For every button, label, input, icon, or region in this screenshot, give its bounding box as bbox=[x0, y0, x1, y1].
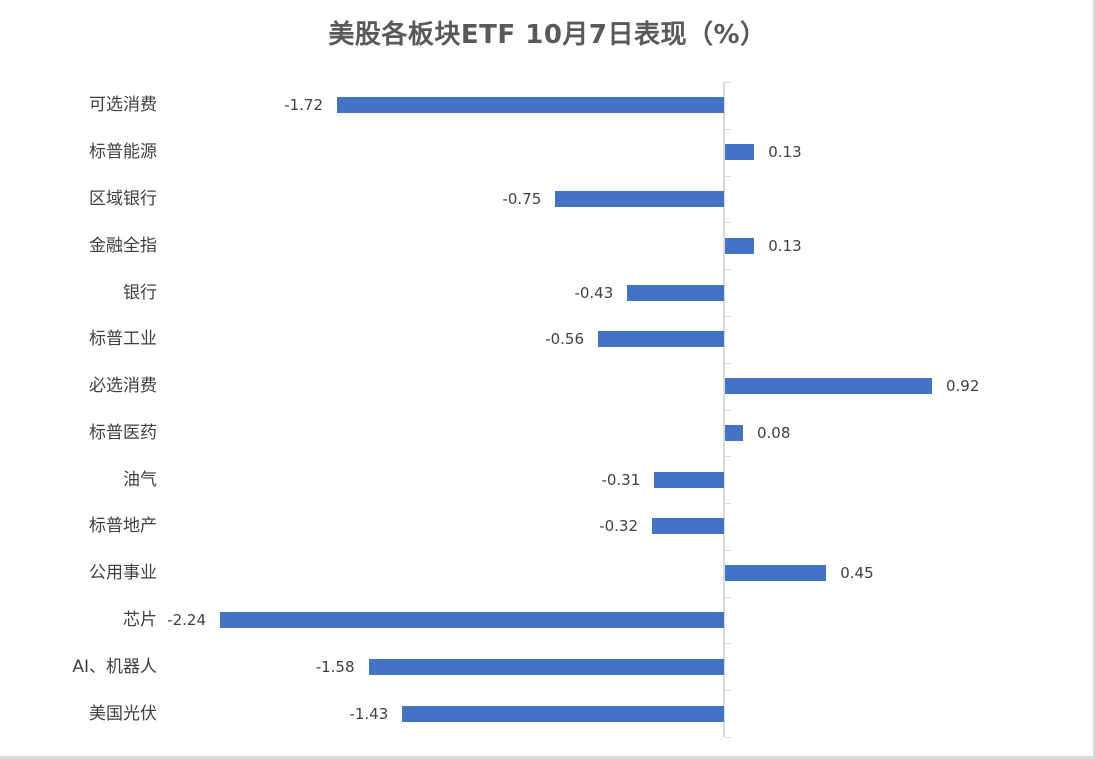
bar bbox=[725, 378, 932, 395]
value-label: -0.43 bbox=[574, 283, 614, 302]
axis-tick bbox=[725, 222, 731, 224]
value-label: -2.24 bbox=[167, 611, 206, 630]
axis-tick bbox=[725, 690, 731, 692]
category-label: 金融全指 bbox=[89, 235, 157, 256]
bar bbox=[337, 97, 724, 114]
axis-tick bbox=[725, 269, 731, 271]
axis-tick bbox=[725, 82, 731, 83]
category-label: 银行 bbox=[123, 282, 157, 303]
value-label: -0.75 bbox=[502, 189, 542, 208]
category-label: 芯片 bbox=[123, 610, 157, 631]
value-label: 0.13 bbox=[768, 143, 802, 162]
axis-tick bbox=[725, 362, 731, 364]
category-label: 油气 bbox=[123, 469, 157, 490]
category-label: 标普医药 bbox=[89, 422, 157, 443]
axis-tick bbox=[725, 643, 731, 645]
category-label: 标普能源 bbox=[89, 142, 157, 163]
bar bbox=[725, 565, 827, 582]
axis-tick bbox=[725, 175, 731, 177]
bar bbox=[402, 705, 724, 722]
category-label: 必选消费 bbox=[89, 376, 157, 397]
axis-tick bbox=[725, 596, 731, 598]
bar bbox=[652, 518, 724, 535]
value-label: -1.72 bbox=[284, 96, 323, 115]
value-label: 0.45 bbox=[840, 564, 874, 583]
axis-tick bbox=[725, 315, 731, 317]
category-label: 公用事业 bbox=[89, 563, 157, 584]
bar bbox=[627, 284, 724, 301]
axis-tick bbox=[725, 737, 731, 738]
bar bbox=[725, 424, 743, 441]
value-label: -0.56 bbox=[545, 330, 584, 349]
category-label: AI、机器人 bbox=[72, 656, 157, 677]
bar bbox=[220, 612, 724, 629]
category-label: 标普工业 bbox=[89, 329, 157, 350]
category-label: 区域银行 bbox=[89, 188, 157, 209]
bar bbox=[598, 331, 724, 348]
value-label: -0.31 bbox=[601, 470, 641, 489]
value-label: 0.13 bbox=[768, 236, 802, 255]
axis-tick bbox=[725, 409, 731, 411]
value-label: -1.58 bbox=[315, 657, 355, 676]
axis-tick bbox=[725, 503, 731, 505]
bar bbox=[555, 190, 724, 207]
axis-tick bbox=[725, 128, 731, 130]
category-axis-line bbox=[723, 82, 725, 737]
value-label: -1.43 bbox=[349, 704, 389, 723]
value-label: 0.92 bbox=[946, 377, 980, 396]
bar bbox=[654, 471, 724, 488]
category-label: 标普地产 bbox=[89, 516, 157, 537]
value-label: 0.08 bbox=[757, 423, 791, 442]
chart-title: 美股各板块ETF 10月7日表现（%） bbox=[328, 20, 767, 50]
category-label: 美国光伏 bbox=[89, 703, 157, 724]
value-label: -0.32 bbox=[599, 517, 638, 536]
axis-tick bbox=[725, 549, 731, 551]
axis-tick bbox=[725, 456, 731, 458]
bar bbox=[725, 237, 755, 254]
bar bbox=[368, 658, 724, 675]
category-label: 可选消费 bbox=[89, 95, 157, 116]
bar bbox=[725, 144, 755, 161]
